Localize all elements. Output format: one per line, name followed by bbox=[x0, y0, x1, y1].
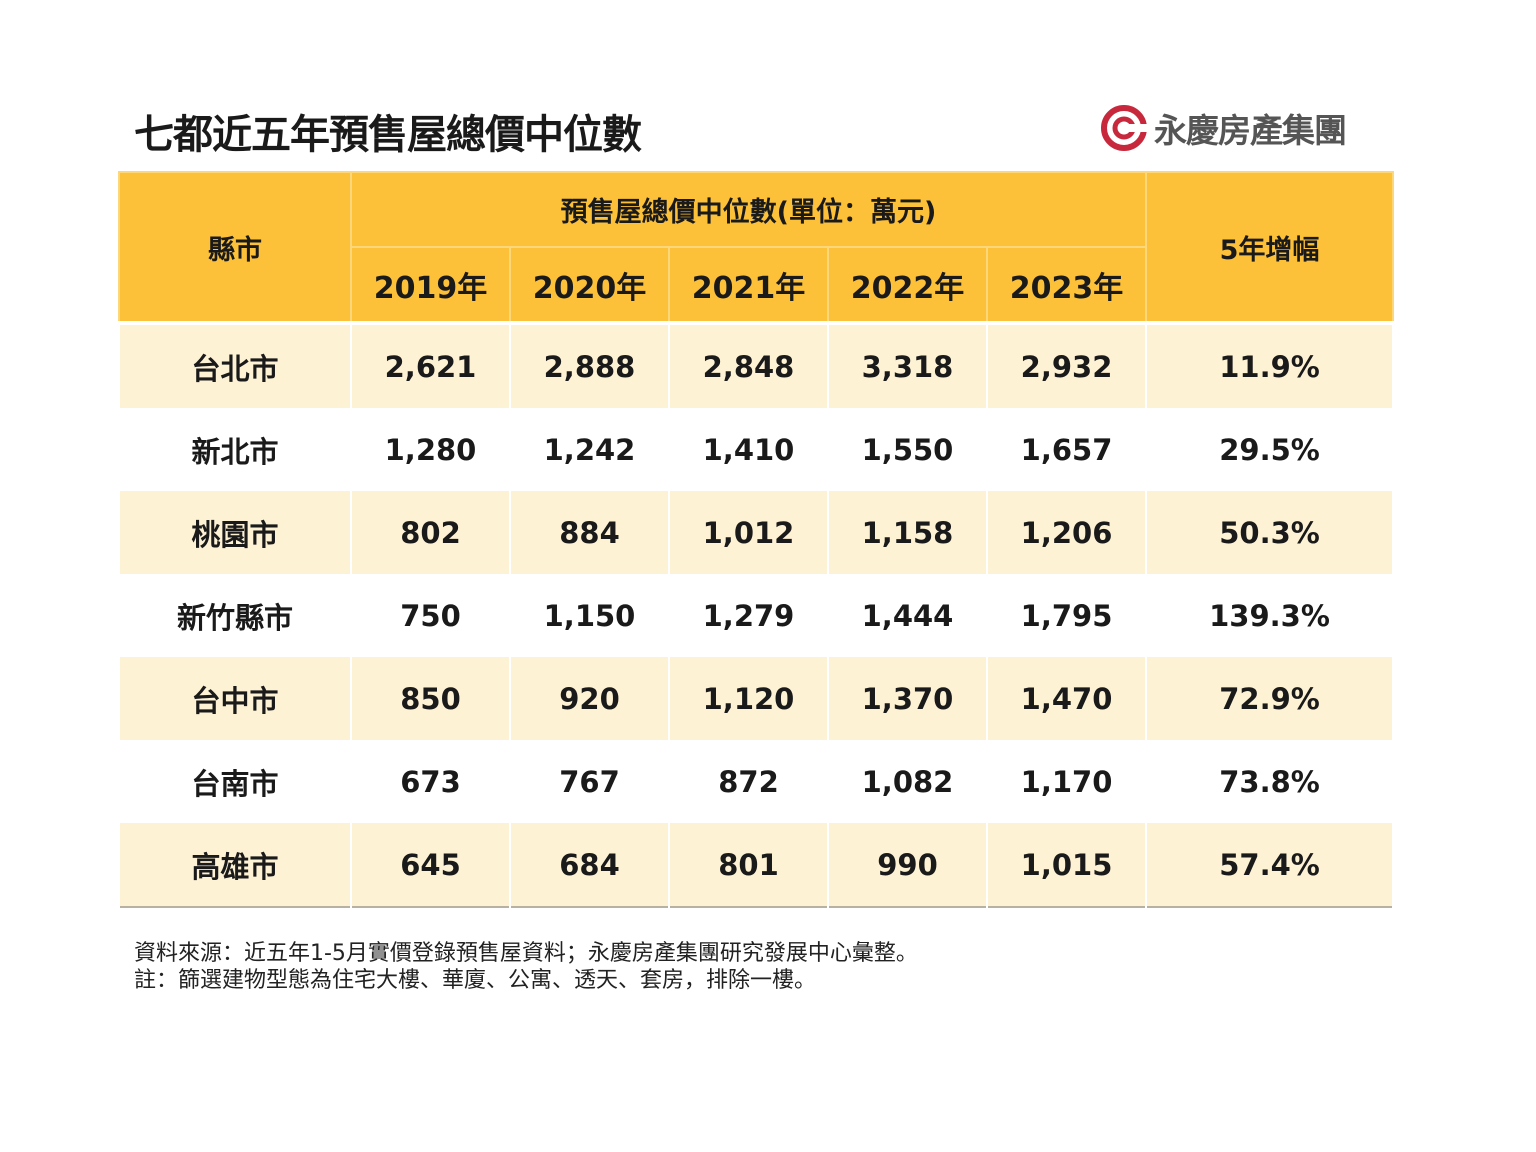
growth-cell: 57.4% bbox=[1145, 823, 1395, 907]
city-cell: 台中市 bbox=[118, 657, 352, 740]
value-cell: 1,795 bbox=[985, 574, 1148, 657]
brand-logo: 永慶房產集團 bbox=[1100, 104, 1347, 152]
logo-text: 永慶房產集團 bbox=[1154, 111, 1347, 150]
value-cell: 920 bbox=[509, 657, 670, 740]
value-cell: 1,082 bbox=[827, 740, 988, 823]
value-cell: 1,470 bbox=[985, 657, 1148, 740]
value-cell: 2,888 bbox=[509, 321, 670, 408]
table-row: 台中市 850 920 1,120 1,370 1,470 72.9% bbox=[118, 657, 1395, 740]
value-cell: 1,150 bbox=[509, 574, 670, 657]
value-cell: 1,410 bbox=[668, 408, 829, 491]
value-cell: 2,932 bbox=[985, 321, 1148, 408]
header-growth: 5年增幅 bbox=[1145, 171, 1395, 324]
header-year: 2019年 bbox=[350, 246, 511, 324]
value-cell: 1,242 bbox=[509, 408, 670, 491]
footnotes: 資料來源：近五年1-5月實價登錄預售屋資料；永慶房產集團研究發展中心彙整。 註：… bbox=[134, 940, 918, 994]
growth-cell: 29.5% bbox=[1145, 408, 1395, 491]
source-note: 資料來源：近五年1-5月實價登錄預售屋資料；永慶房產集團研究發展中心彙整。 bbox=[134, 941, 918, 966]
value-cell: 645 bbox=[350, 823, 511, 907]
value-cell: 1,370 bbox=[827, 657, 988, 740]
city-cell: 新竹縣市 bbox=[118, 574, 352, 657]
growth-cell: 73.8% bbox=[1145, 740, 1395, 823]
value-cell: 1,170 bbox=[985, 740, 1148, 823]
growth-cell: 11.9% bbox=[1145, 321, 1395, 408]
table-row: 台北市 2,621 2,888 2,848 3,318 2,932 11.9% bbox=[118, 321, 1395, 408]
table-row: 桃園市 802 884 1,012 1,158 1,206 50.3% bbox=[118, 491, 1395, 574]
value-cell: 802 bbox=[350, 491, 511, 574]
header-city: 縣市 bbox=[118, 171, 352, 324]
value-cell: 801 bbox=[668, 823, 829, 907]
value-cell: 673 bbox=[350, 740, 511, 823]
remark-note: 註：篩選建物型態為住宅大樓、華廈、公寓、透天、套房，排除一樓。 bbox=[134, 968, 817, 993]
table-row: 新竹縣市 750 1,150 1,279 1,444 1,795 139.3% bbox=[118, 574, 1395, 657]
value-cell: 884 bbox=[509, 491, 670, 574]
page-title: 七都近五年預售屋總價中位數 bbox=[134, 112, 642, 158]
city-cell: 台北市 bbox=[118, 321, 352, 408]
growth-cell: 139.3% bbox=[1145, 574, 1395, 657]
value-cell: 684 bbox=[509, 823, 670, 907]
price-table: 縣市 預售屋總價中位數(單位：萬元) 5年增幅 2019年 2020年 2021年 2… bbox=[118, 171, 1395, 908]
value-cell: 2,621 bbox=[350, 321, 511, 408]
city-cell: 台南市 bbox=[118, 740, 352, 823]
growth-cell: 72.9% bbox=[1145, 657, 1395, 740]
logo-swirl-icon bbox=[1101, 105, 1148, 151]
value-cell: 1,657 bbox=[985, 408, 1148, 491]
header-year: 2022年 bbox=[827, 246, 988, 324]
table-row: 高雄市 645 684 801 990 1,015 57.4% bbox=[118, 823, 1395, 907]
table-row: 台南市 673 767 872 1,082 1,170 73.8% bbox=[118, 740, 1395, 823]
value-cell: 850 bbox=[350, 657, 511, 740]
header-group: 預售屋總價中位數(單位：萬元) bbox=[349, 171, 1148, 248]
header-year: 2020年 bbox=[509, 246, 670, 324]
growth-cell: 50.3% bbox=[1145, 491, 1395, 574]
value-cell: 1,444 bbox=[827, 574, 988, 657]
value-cell: 1,279 bbox=[668, 574, 829, 657]
value-cell: 2,848 bbox=[668, 321, 829, 408]
value-cell: 1,158 bbox=[827, 491, 988, 574]
value-cell: 872 bbox=[668, 740, 829, 823]
header-year: 2021年 bbox=[668, 246, 829, 324]
value-cell: 1,280 bbox=[350, 408, 511, 491]
value-cell: 767 bbox=[509, 740, 670, 823]
value-cell: 1,550 bbox=[827, 408, 988, 491]
value-cell: 3,318 bbox=[827, 321, 988, 408]
value-cell: 990 bbox=[827, 823, 988, 907]
header-year: 2023年 bbox=[985, 246, 1148, 324]
value-cell: 1,206 bbox=[985, 491, 1148, 574]
value-cell: 1,120 bbox=[668, 657, 829, 740]
city-cell: 新北市 bbox=[118, 408, 352, 491]
value-cell: 1,012 bbox=[668, 491, 829, 574]
table-row: 新北市 1,280 1,242 1,410 1,550 1,657 29.5% bbox=[118, 408, 1395, 491]
value-cell: 1,015 bbox=[985, 823, 1148, 907]
value-cell: 750 bbox=[350, 574, 511, 657]
city-cell: 高雄市 bbox=[118, 823, 352, 907]
city-cell: 桃園市 bbox=[118, 491, 352, 574]
